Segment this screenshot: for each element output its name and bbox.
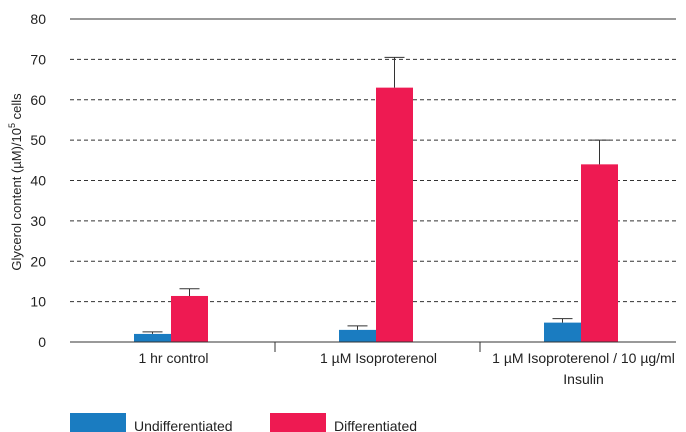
legend-label-differentiated: Differentiated <box>334 418 417 432</box>
y-tick-label: 80 <box>30 11 46 27</box>
bar-undifferentiated-1 <box>339 329 376 342</box>
y-axis-title-main: Glycerol content (µM)/10 <box>9 128 24 271</box>
y-tick-label: 50 <box>30 132 46 148</box>
y-axis-title-suffix: cells <box>9 93 24 123</box>
error-bar-undifferentiated-0 <box>142 331 163 334</box>
category-labels: 1 hr control 1 µM Isoproterenol 1 µM Isopr… <box>138 350 674 387</box>
error-bar-differentiated-1 <box>384 56 405 88</box>
y-axis-title-superscript: 5 <box>7 123 17 128</box>
y-tick-label: 40 <box>30 173 46 189</box>
y-tick-label: 0 <box>38 334 46 350</box>
legend-swatch-differentiated <box>270 413 326 432</box>
x-axis <box>70 341 676 352</box>
error-bar-differentiated-2 <box>589 139 610 165</box>
error-bar-undifferentiated-1 <box>347 325 368 330</box>
y-tick-labels: 0 10 20 30 40 50 60 70 80 <box>30 11 46 350</box>
bar-differentiated-0 <box>171 295 208 342</box>
category-label: 1 µM Isoproterenol / 10 µg/ml <box>492 350 675 366</box>
error-bar-differentiated-0 <box>179 288 200 296</box>
legend-swatch-undifferentiated <box>70 413 126 432</box>
legend: Undifferentiated Differentiated <box>70 413 417 432</box>
y-tick-label: 70 <box>30 51 46 67</box>
category-label: Insulin <box>563 371 603 387</box>
y-tick-label: 20 <box>30 253 46 269</box>
category-label: 1 hr control <box>138 350 208 366</box>
bars <box>134 87 618 342</box>
gridlines <box>70 18 676 303</box>
category-label: 1 µM Isoproterenol <box>320 350 437 366</box>
error-bar-undifferentiated-2 <box>552 318 573 323</box>
bar-differentiated-1 <box>376 87 413 342</box>
bar-undifferentiated-0 <box>134 333 171 342</box>
error-bars <box>142 56 610 334</box>
y-axis-title: Glycerol content (µM)/105 cells <box>7 93 24 271</box>
bar-differentiated-2 <box>581 164 618 342</box>
y-tick-label: 10 <box>30 294 46 310</box>
legend-label-undifferentiated: Undifferentiated <box>134 418 233 432</box>
y-tick-label: 60 <box>30 92 46 108</box>
bar-undifferentiated-2 <box>544 322 581 342</box>
y-tick-label: 30 <box>30 213 46 229</box>
